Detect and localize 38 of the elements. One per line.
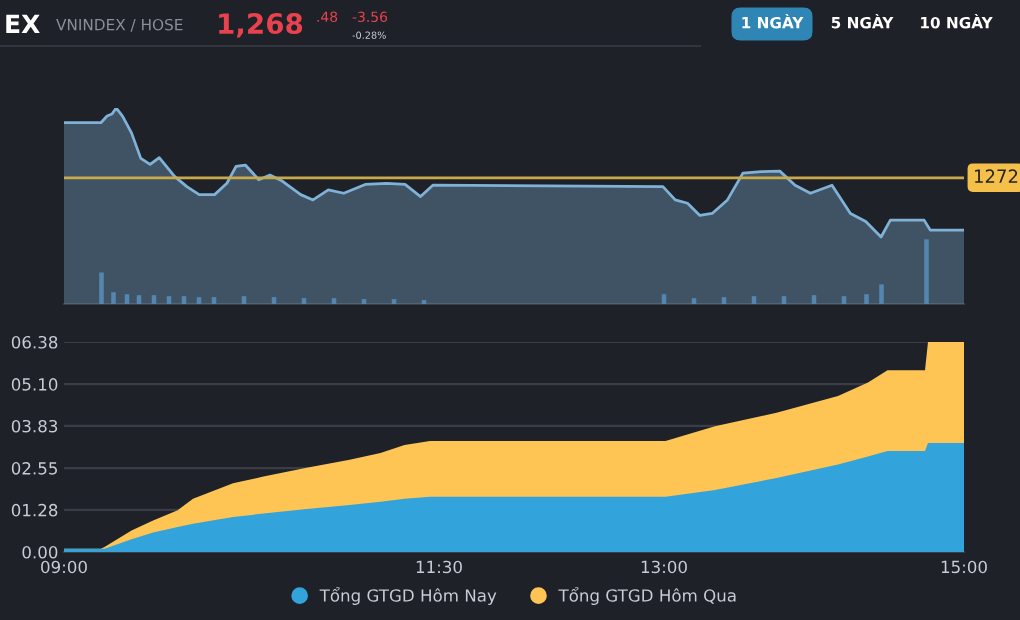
bar xyxy=(99,272,104,304)
y-tick-label: 02.55 xyxy=(11,462,57,475)
x-tick-label: 15:00 xyxy=(941,560,987,574)
text: EX xyxy=(6,14,40,33)
bar xyxy=(111,292,116,304)
legend-label: Tổng GTGD Hôm Qua xyxy=(558,587,736,605)
legend-label: Tổng GTGD Hôm Nay xyxy=(319,587,497,605)
bar xyxy=(301,298,307,304)
x-tick-label: 09:00 xyxy=(41,560,87,574)
x-tick-label: 13:00 xyxy=(641,560,687,574)
y-tick-label: 05.10 xyxy=(11,378,58,391)
bar xyxy=(136,295,142,304)
bar xyxy=(124,294,130,304)
bar xyxy=(181,296,187,304)
bar xyxy=(241,296,247,304)
y-tick-label: 06.38 xyxy=(11,335,58,349)
y-tick-label: 01.28 xyxy=(11,503,58,517)
x-tick-label: 11:30 xyxy=(416,560,462,574)
bar xyxy=(271,297,277,304)
bar xyxy=(691,298,697,304)
bar xyxy=(196,297,202,304)
bar xyxy=(864,294,869,304)
bar xyxy=(151,295,157,304)
bar xyxy=(661,294,667,304)
bar xyxy=(331,298,337,304)
text: 1,268 xyxy=(219,13,303,38)
bar xyxy=(781,296,787,304)
bar xyxy=(924,239,929,304)
bar xyxy=(879,284,884,304)
bar xyxy=(721,297,727,304)
y-tick-label: 0.00 xyxy=(22,545,58,559)
bar xyxy=(841,296,847,304)
bar xyxy=(211,297,217,304)
text: 1272 xyxy=(974,169,1018,183)
bar xyxy=(166,296,172,304)
bar xyxy=(811,295,817,304)
y-tick-label: 03.83 xyxy=(11,419,58,433)
bar xyxy=(751,296,757,304)
